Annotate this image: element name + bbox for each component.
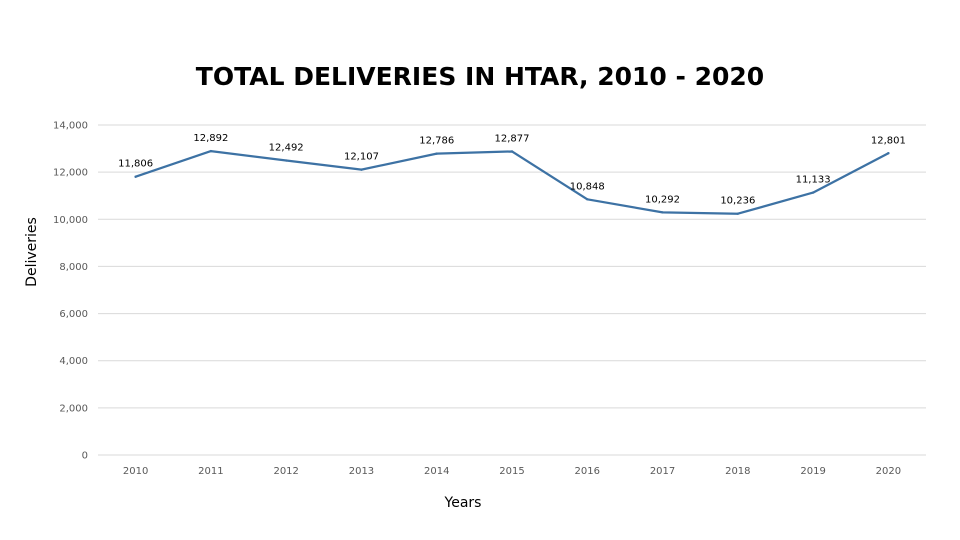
- x-tick-label: 2016: [575, 466, 600, 477]
- x-tick-label: 2014: [424, 466, 449, 477]
- x-axis-ticks: 2010 2011 2012 2013 2014 2015 2016 2017 2018 2019…: [123, 466, 901, 477]
- data-label: 11,133: [796, 175, 831, 186]
- data-label: 10,848: [570, 181, 605, 192]
- y-tick-label: 8,000: [59, 262, 88, 273]
- data-label: 12,877: [495, 133, 530, 144]
- data-point: [661, 211, 664, 214]
- data-label: 10,292: [645, 194, 680, 205]
- data-label: 12,892: [193, 133, 228, 144]
- data-point: [435, 152, 438, 155]
- data-label: 12,107: [344, 152, 379, 163]
- series-line: [134, 149, 890, 215]
- data-point: [586, 198, 589, 201]
- y-tick-label: 10,000: [53, 215, 88, 226]
- data-label: 12,801: [871, 135, 906, 146]
- x-tick-label: 2015: [499, 466, 524, 477]
- y-axis-title: Deliveries: [24, 217, 40, 287]
- x-tick-label: 2010: [123, 466, 148, 477]
- y-tick-label: 12,000: [53, 168, 88, 179]
- x-tick-label: 2019: [800, 466, 825, 477]
- y-tick-label: 4,000: [59, 356, 88, 367]
- y-tick-label: 2,000: [59, 403, 88, 414]
- x-tick-label: 2020: [876, 466, 901, 477]
- data-point: [510, 150, 514, 153]
- gridlines: [98, 124, 926, 456]
- series-deliveries: [134, 149, 890, 215]
- y-tick-label: 14,000: [53, 121, 88, 132]
- y-axis-ticks: 0 2,000 4,000 6,000 8,000 10,000 12,000 14,000: [53, 121, 88, 462]
- y-tick-label: 0: [82, 451, 88, 462]
- data-point: [360, 168, 363, 171]
- x-tick-label: 2013: [349, 466, 374, 477]
- x-tick-label: 2018: [725, 466, 750, 477]
- data-label: 12,786: [419, 136, 454, 147]
- data-label: 10,236: [720, 196, 755, 207]
- chart-title: TOTAL DELIVERIES IN HTAR, 2010 - 2020: [195, 62, 765, 91]
- x-axis-title: Years: [444, 495, 482, 511]
- data-point: [134, 175, 137, 178]
- data-point: [736, 212, 740, 215]
- x-tick-label: 2012: [273, 466, 298, 477]
- y-tick-label: 6,000: [59, 309, 88, 320]
- data-point: [284, 159, 288, 162]
- data-point: [209, 149, 213, 153]
- data-point: [811, 191, 815, 194]
- x-tick-label: 2011: [198, 466, 223, 477]
- data-label: 11,806: [118, 159, 153, 170]
- data-label: 12,492: [269, 143, 304, 154]
- data-point: [887, 152, 890, 155]
- x-tick-label: 2017: [650, 466, 675, 477]
- data-labels: 11,806 12,892 12,492 12,107 12,786 12,877 10,8…: [118, 133, 906, 207]
